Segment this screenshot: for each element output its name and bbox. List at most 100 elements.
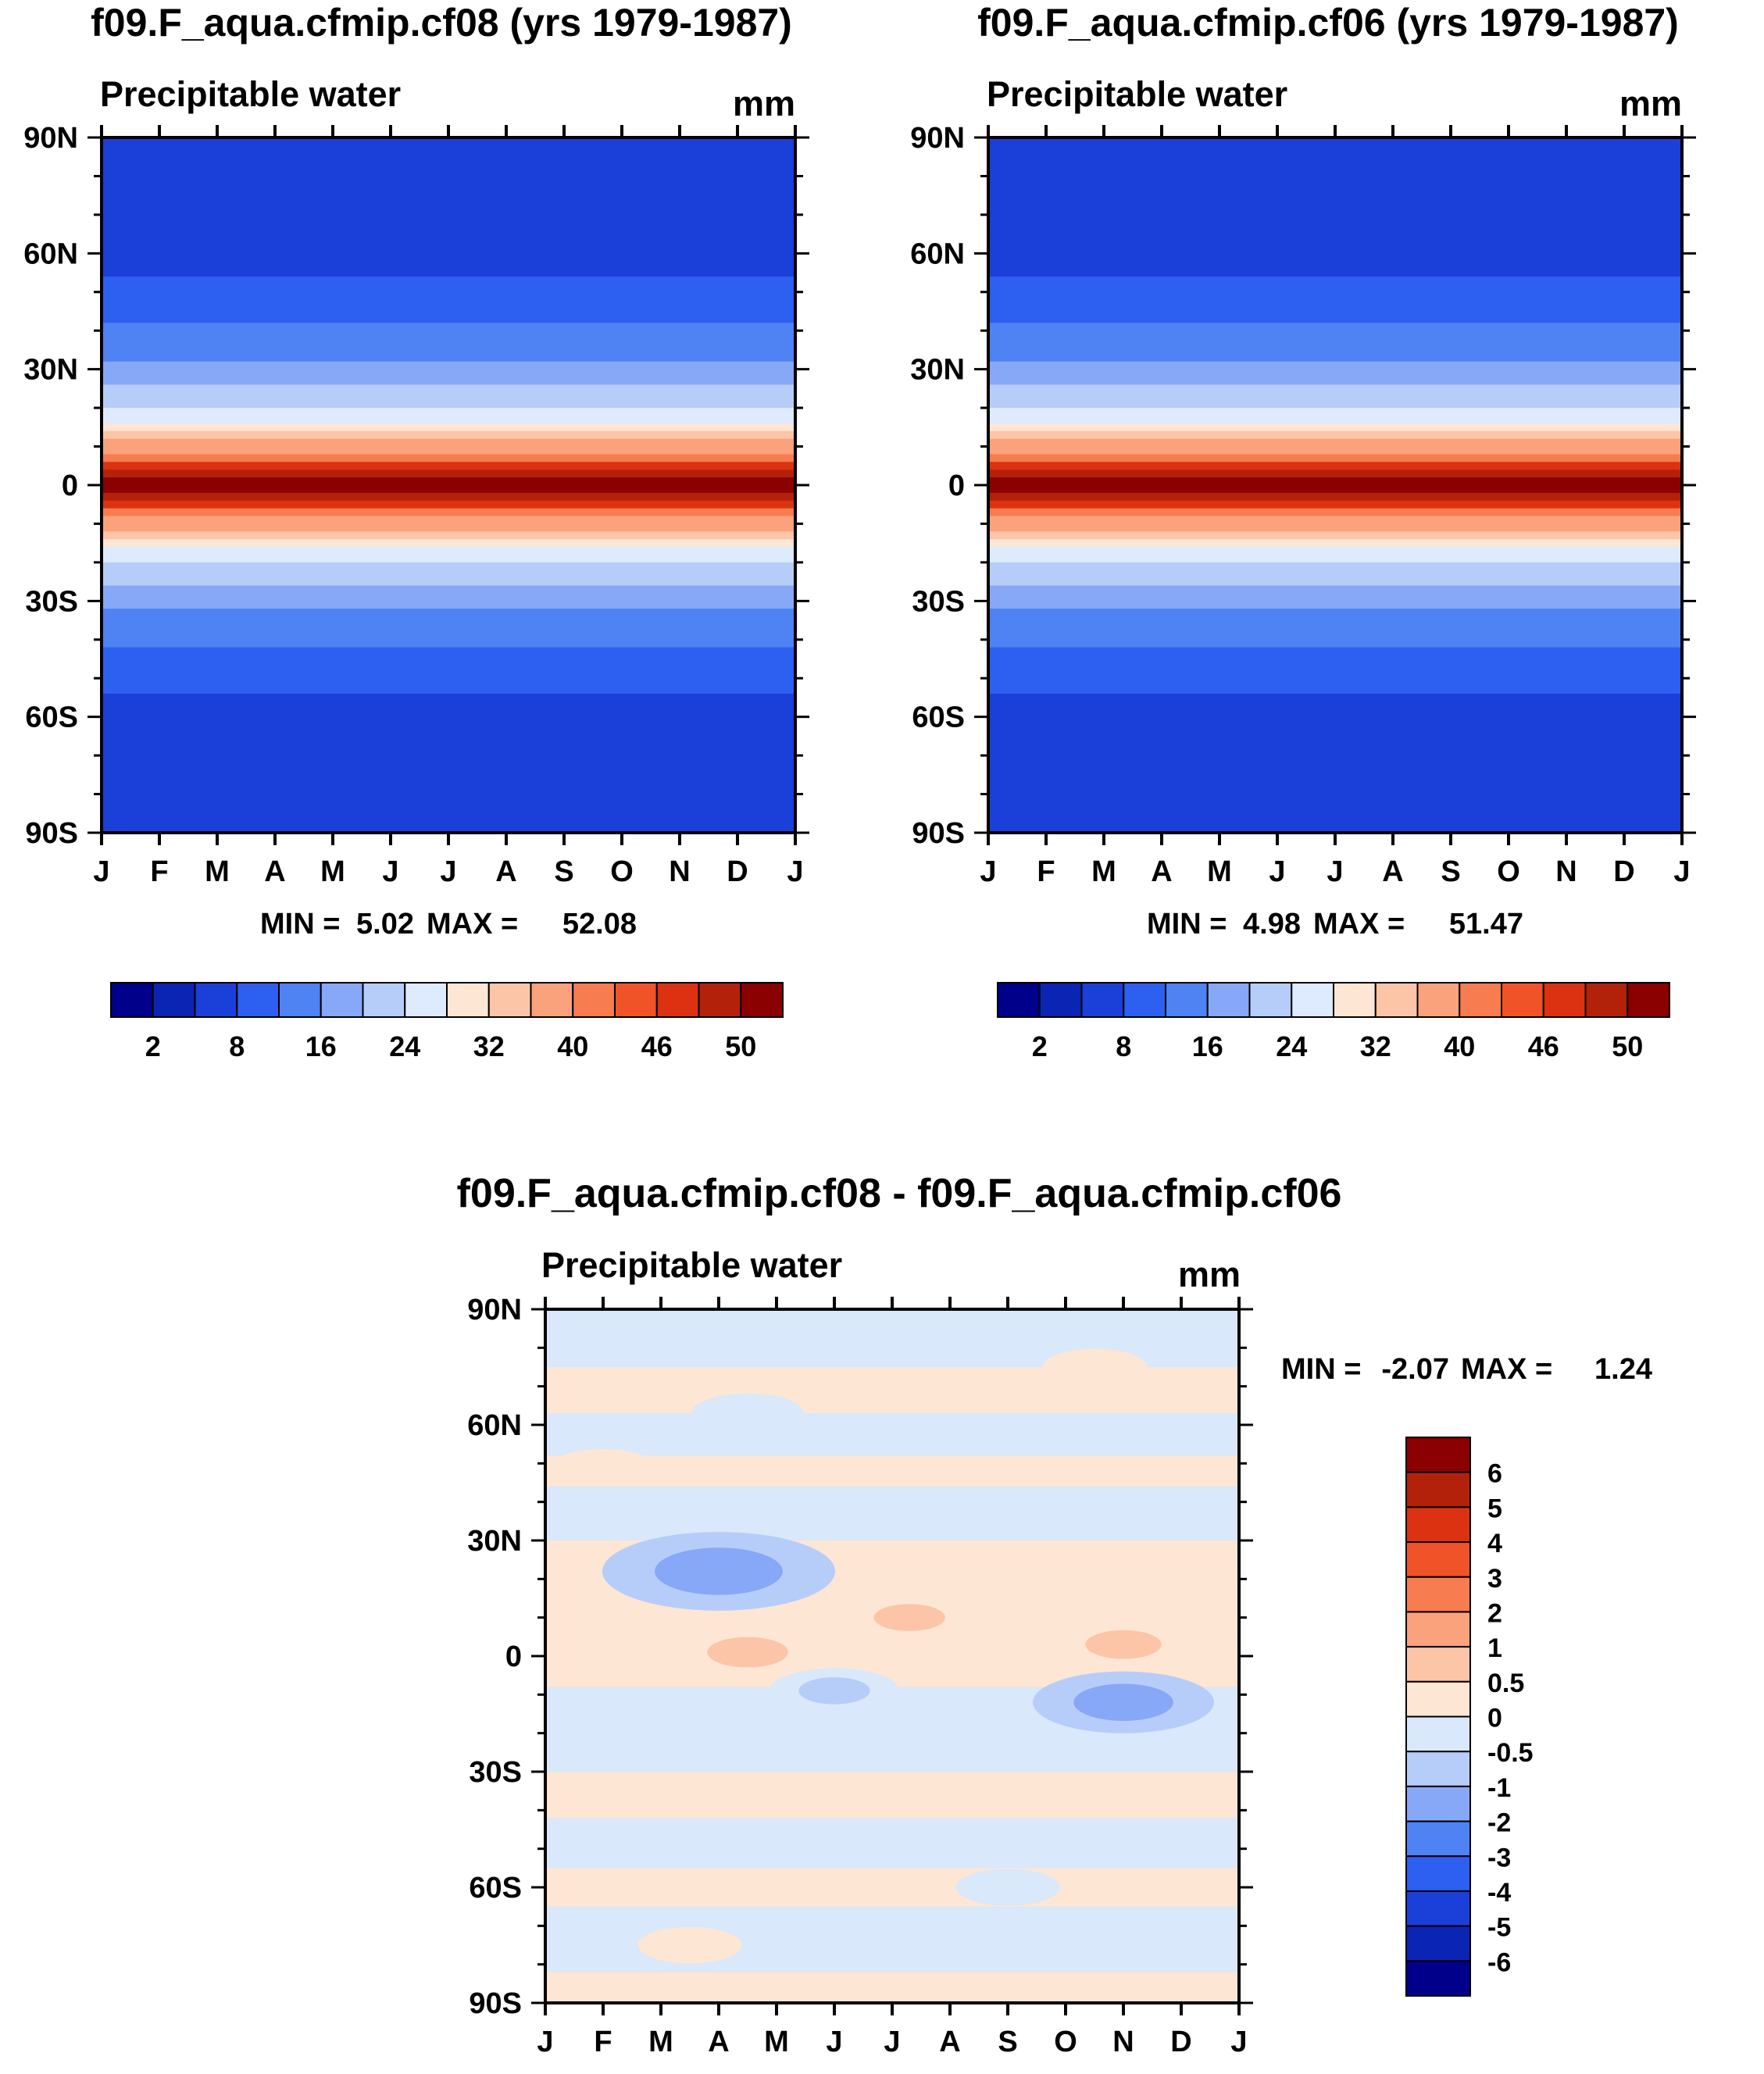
field-band <box>102 145 795 154</box>
x-tick-label: F <box>594 2026 612 2058</box>
stats-line: MIN = 4.98 MAX = 51.47 <box>1147 908 1523 941</box>
colorbar-box <box>1405 1715 1471 1753</box>
colorbar-box <box>1405 1471 1471 1508</box>
contour-field <box>102 137 795 834</box>
x-tick-label: S <box>1441 855 1460 888</box>
field-band <box>988 508 1682 517</box>
field-band <box>988 184 1682 192</box>
colorbar-label: 2 <box>145 1030 161 1062</box>
panel-title: f09.F_aqua.cfmip.cf06 (yrs 1979-1987) <box>977 1 1679 45</box>
y-tick-label: 30S <box>25 585 78 618</box>
field-band <box>988 237 1682 247</box>
x-tick-label: M <box>764 2026 789 2058</box>
field-band <box>102 485 795 494</box>
field-band <box>102 809 795 818</box>
field-band <box>988 694 1682 702</box>
min-value: 4.98 <box>1243 908 1301 941</box>
field-band <box>102 291 795 301</box>
field-band <box>102 755 795 764</box>
field-band <box>102 547 795 555</box>
field-band <box>988 245 1682 254</box>
contour-field <box>545 1309 1239 2003</box>
field-band <box>988 732 1682 741</box>
field-band <box>102 801 795 810</box>
variable-label: Precipitable water <box>100 74 401 114</box>
field-band <box>102 446 795 455</box>
x-tick-label: D <box>1170 2026 1191 2058</box>
x-tick-label: A <box>939 2026 960 2058</box>
field-band <box>988 137 1682 146</box>
field-band <box>102 168 795 177</box>
colorbar-label: 50 <box>1612 1030 1643 1062</box>
colorbar-box <box>404 982 448 1018</box>
colorbar-box <box>614 982 658 1018</box>
field-band <box>102 191 795 200</box>
x-tick-label: M <box>205 855 230 888</box>
field-band <box>988 261 1682 270</box>
colorbar-box <box>1627 982 1670 1018</box>
field-band <box>988 145 1682 154</box>
field-band <box>102 160 795 170</box>
y-tick-label: 60N <box>910 237 965 270</box>
field-band <box>988 315 1682 323</box>
field-band <box>988 222 1682 231</box>
field-band <box>102 230 795 239</box>
colorbar: 2 8 16 24 32 40 46 50 <box>110 982 784 1062</box>
colorbar-label: -6 <box>1487 1947 1511 1977</box>
field-band <box>988 670 1682 679</box>
field-band <box>988 748 1682 756</box>
field-band <box>988 555 1682 563</box>
field-band <box>988 330 1682 339</box>
field-band <box>988 438 1682 448</box>
stats-block: MIN = -2.07 MAX = 1.24 <box>1281 1353 1652 1386</box>
colorbar-box <box>1405 1960 1471 1997</box>
colorbar-box <box>152 982 196 1018</box>
field-band <box>102 562 795 571</box>
colorbar-box <box>320 982 364 1018</box>
colorbar-box <box>698 982 742 1018</box>
colorbar-box <box>487 982 532 1018</box>
field-band <box>102 662 795 671</box>
x-tick-label: J <box>826 2026 842 2058</box>
axes <box>974 125 1696 845</box>
field-band <box>102 284 795 293</box>
x-tick-label: A <box>1382 855 1403 888</box>
y-tick-label: 90S <box>912 817 965 850</box>
field-band <box>988 307 1682 316</box>
field-band <box>988 740 1682 748</box>
field-band <box>988 469 1682 478</box>
x-tick-label: J <box>980 855 996 888</box>
field-band <box>988 346 1682 355</box>
x-tick-label: O <box>1497 855 1520 888</box>
field-band <box>988 531 1682 540</box>
colorbar-box <box>1405 1541 1471 1578</box>
field-band <box>102 384 795 393</box>
x-tick-label: J <box>440 855 456 888</box>
field-band <box>988 786 1682 795</box>
anomaly-core <box>873 1604 945 1631</box>
field-band <box>102 678 795 687</box>
field-band <box>102 307 795 316</box>
field-band <box>988 485 1682 494</box>
field-band <box>988 214 1682 223</box>
field-band <box>102 655 795 664</box>
x-tick-label: O <box>1054 2026 1077 2058</box>
variable-label: Precipitable water <box>987 74 1287 114</box>
field-band <box>988 547 1682 555</box>
colorbar-box <box>110 982 154 1018</box>
x-tick-label: A <box>1151 855 1172 888</box>
field-band <box>988 207 1682 216</box>
field-band <box>988 199 1682 208</box>
field-band <box>988 277 1682 285</box>
colorbar-label: 16 <box>305 1030 337 1062</box>
min-value: -2.07 <box>1381 1353 1449 1386</box>
colorbar-label: 32 <box>473 1030 505 1062</box>
colorbar-label: 24 <box>1276 1030 1307 1062</box>
y-tick-label: 60N <box>467 1409 522 1442</box>
colorbar-label: -4 <box>1487 1878 1511 1908</box>
x-tick-label: J <box>1269 855 1285 888</box>
field-band <box>988 763 1682 772</box>
colorbar-box <box>1405 1646 1471 1683</box>
field-band <box>102 593 795 601</box>
